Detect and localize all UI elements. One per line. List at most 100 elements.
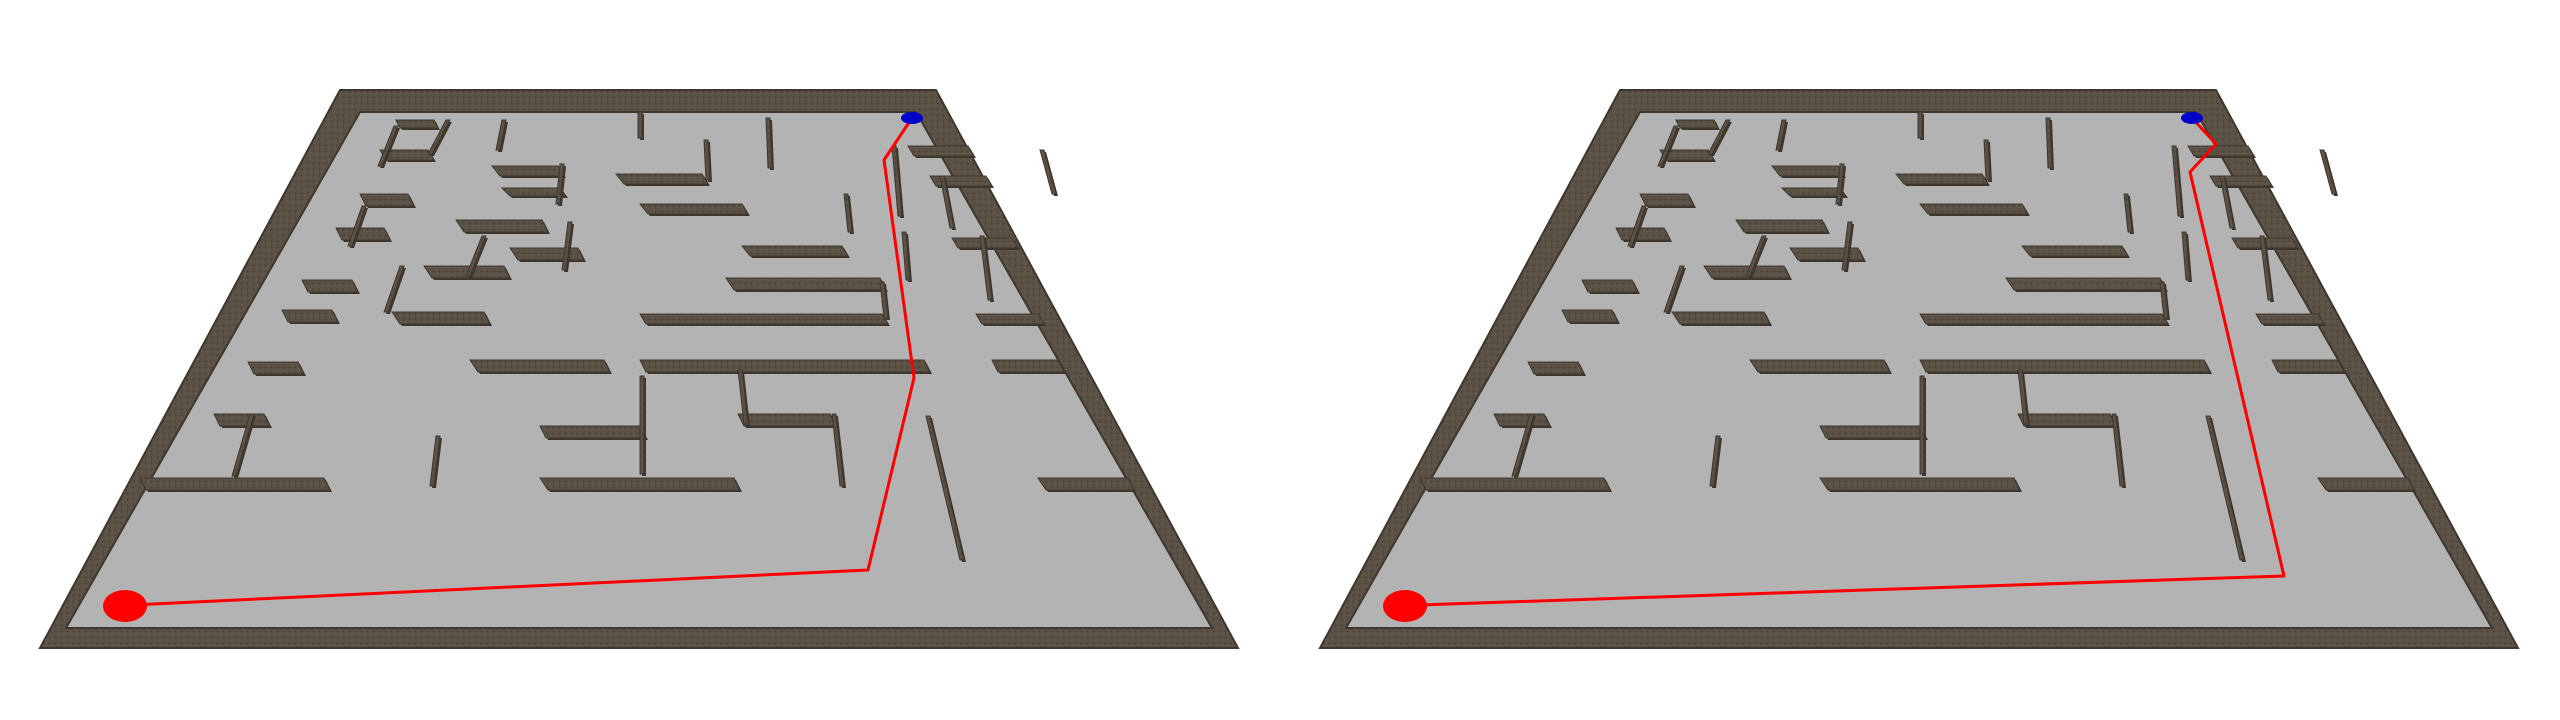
maze-wall	[465, 235, 487, 277]
maze-wall	[1919, 359, 2211, 373]
maze-wall	[907, 145, 975, 157]
maze-wall	[925, 415, 965, 561]
maze-wall	[539, 425, 647, 439]
maze-wall	[1983, 139, 1991, 181]
maze-view-right	[1280, 0, 2560, 720]
maze-wall	[737, 369, 749, 425]
maze-board-right	[1318, 89, 2520, 649]
maze-wall	[2123, 193, 2133, 233]
maze-wall	[637, 111, 643, 139]
maze-wall	[509, 247, 585, 261]
red-ellipse-start	[103, 590, 147, 622]
maze-wall	[1917, 111, 1923, 139]
maze-wall	[469, 359, 611, 373]
maze-wall	[929, 175, 993, 187]
red-ellipse-start	[1383, 590, 1427, 622]
maze-wall	[335, 227, 391, 241]
maze-view-left	[38, 89, 1240, 649]
maze-wall	[979, 235, 993, 301]
maze-wall	[427, 119, 451, 155]
maze-wall	[1749, 359, 1891, 373]
maze-wall	[1419, 477, 1611, 491]
maze-wall	[2045, 117, 2053, 169]
maze-wall	[1703, 265, 1791, 279]
solution-path	[108, 116, 916, 608]
maze-wall	[347, 205, 367, 247]
maze-wall	[1675, 119, 1719, 129]
maze-wall	[555, 163, 565, 205]
maze-wall	[2171, 145, 2183, 217]
maze-wall	[1835, 163, 1845, 205]
maze-wall	[1819, 477, 2021, 491]
maze-wall	[139, 477, 331, 491]
maze-wall	[638, 203, 749, 215]
maze-wall	[831, 413, 845, 487]
maze-wall	[2259, 235, 2273, 301]
maze-wall	[740, 245, 849, 257]
maze-board-left	[38, 89, 1240, 649]
maze-wall	[1919, 375, 1925, 475]
maze-wall	[2017, 413, 2117, 427]
maze-wall	[2271, 359, 2345, 373]
maze-wall	[1493, 413, 1551, 427]
maze-wall	[2219, 175, 2235, 229]
maze-wall	[1745, 235, 1767, 277]
maze-wall	[2111, 413, 2125, 487]
maze-wall	[213, 413, 271, 427]
maze-wall	[901, 231, 911, 281]
maze-wall	[1735, 219, 1829, 233]
maze-wall	[614, 173, 709, 185]
maze-wall	[1037, 477, 1135, 491]
maze-wall	[879, 281, 889, 319]
maze-wall	[2181, 231, 2191, 281]
blue-ellipse-goal	[901, 112, 923, 124]
maze-wall	[1627, 205, 1647, 247]
maze-wall	[2159, 281, 2169, 319]
maze-wall	[2187, 145, 2255, 157]
maze-wall	[1039, 149, 1057, 195]
maze-wall	[1657, 125, 1679, 167]
maze-wall	[1775, 119, 1787, 151]
maze-wall	[1789, 247, 1865, 261]
blue-ellipse-goal	[2181, 112, 2203, 124]
maze-wall	[975, 313, 1045, 325]
maze-wall	[1770, 165, 1845, 177]
maze-wall	[359, 193, 415, 207]
maze-wall	[737, 413, 837, 427]
maze-wall	[1511, 413, 1535, 477]
maze-wall	[1894, 173, 1989, 185]
maze-wall	[2017, 369, 2029, 425]
maze-wall	[639, 313, 889, 325]
maze-wall	[639, 359, 931, 373]
maze-wall	[1615, 227, 1671, 241]
maze-wall	[1707, 119, 1731, 155]
maze-wall	[490, 165, 565, 177]
maze-wall	[423, 265, 511, 279]
maze-wall	[2020, 245, 2129, 257]
maze-wall	[429, 435, 441, 487]
maze-wall	[539, 477, 741, 491]
maze-wall	[939, 175, 955, 229]
maze-wall	[2317, 477, 2415, 491]
maze-wall	[2005, 277, 2167, 291]
maze-wall	[1561, 309, 1619, 323]
maze-wall	[395, 119, 439, 129]
maze-wall	[991, 359, 1065, 373]
maze-wall	[1841, 221, 1853, 271]
maze-wall	[391, 311, 491, 325]
maze-wall	[383, 265, 405, 313]
maze-wall	[247, 361, 305, 375]
maze-wall	[2255, 313, 2325, 325]
maze-wall	[281, 309, 339, 323]
maze-wall	[231, 413, 255, 477]
maze-wall	[1919, 313, 2169, 325]
maze-wall	[2319, 149, 2337, 195]
maze-wall	[1780, 187, 1847, 197]
maze-wall	[495, 119, 507, 151]
maze-wall	[765, 117, 773, 169]
maze-wall	[301, 279, 359, 293]
maze-wall	[843, 193, 853, 233]
maze-wall	[1663, 265, 1685, 313]
maze-wall	[725, 277, 887, 291]
maze-wall	[561, 221, 573, 271]
